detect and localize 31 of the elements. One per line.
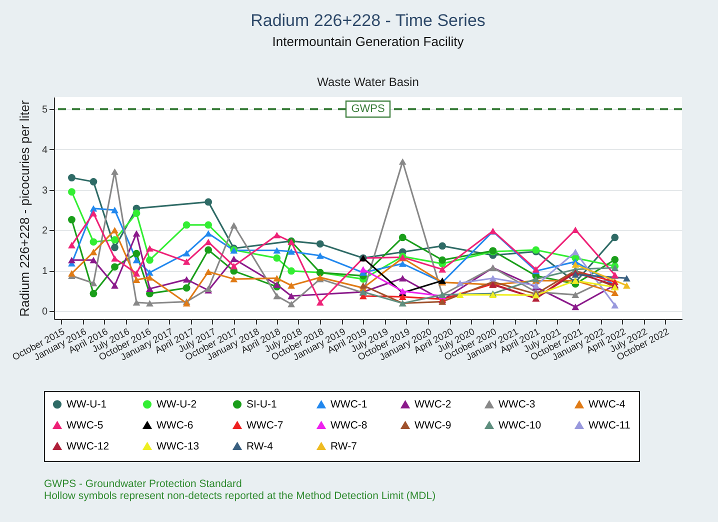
- legend-label: WW-U-2: [156, 398, 197, 410]
- legend-label: WWC-4: [588, 398, 626, 411]
- legend-label: WWC-5: [66, 419, 104, 432]
- legend-label: WWC-10: [498, 419, 542, 432]
- legend-label: WWC-1: [330, 398, 368, 411]
- legend-label: RW-4: [246, 440, 274, 452]
- chart-title: Radium 226+228 - Time Series: [250, 11, 486, 30]
- legend-label: WWC-8: [330, 419, 368, 432]
- legend-label: WWC-9: [414, 419, 452, 432]
- legend-label: WWC-11: [588, 419, 630, 432]
- legend-label: WWC-3: [498, 398, 536, 411]
- legend-label: WWC-2: [414, 398, 452, 411]
- text: GWPS - Groundwater Protection Standard: [44, 478, 242, 490]
- legend-label: WW-U-1: [66, 398, 107, 410]
- ref-line-label: GWPS: [351, 103, 385, 116]
- legend-label: WWC-13: [156, 440, 200, 452]
- y-tick-label: 5: [42, 104, 48, 116]
- legend-label: WWC-6: [156, 419, 194, 432]
- chart-subtitle: Intermountain Generation Facility: [272, 34, 464, 49]
- y-axis-title: Radium 226+228 - picocuries per liter: [16, 100, 32, 317]
- y-tick-label: 4: [42, 144, 48, 156]
- y-tick-label: 2: [42, 226, 48, 237]
- y-tick-label: 3: [42, 185, 48, 196]
- text: Waste Water Basin: [317, 75, 419, 89]
- legend-label: WWC-12: [66, 440, 110, 452]
- y-tick-label: 1: [42, 266, 48, 278]
- legend-label: RW-7: [330, 440, 358, 452]
- legend-label: WWC-7: [246, 419, 284, 432]
- y-tick-label: 0: [42, 306, 48, 318]
- text: Hollow symbols represent non-detects reported at the Method Detection Limit (MDL): [44, 490, 436, 502]
- legend-label: SI-U-1: [246, 398, 277, 410]
